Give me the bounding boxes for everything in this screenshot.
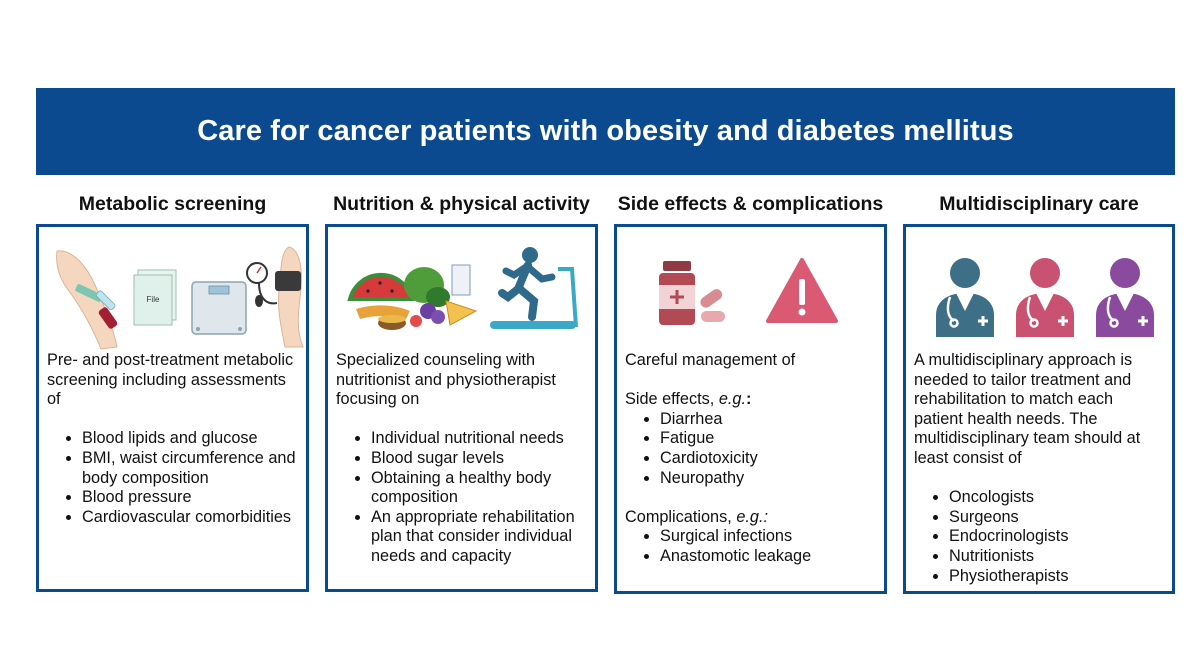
icon-row — [617, 239, 884, 349]
list-item: Nutritionists — [949, 547, 1166, 567]
list-item: Cardiotoxicity — [660, 449, 878, 469]
column-heading: Metabolic screening — [78, 193, 267, 215]
list-item: Obtaining a healthy body composition — [371, 469, 589, 508]
file-icon: File — [133, 269, 177, 326]
warning-icon — [766, 258, 838, 323]
doctor-icon — [936, 258, 994, 337]
column-heading: Nutrition & physical activity — [333, 193, 590, 215]
list-item: Surgeons — [949, 508, 1166, 528]
panel-nutrition-physical-activity: Specialized counseling with nutritionist… — [325, 224, 598, 592]
treadmill-runner-icon — [490, 247, 578, 329]
list-item: Diarrhea — [660, 410, 878, 430]
list-item: Blood lipids and glucose — [82, 429, 300, 449]
complications-list: Surgical infections Anastomotic leakage — [625, 527, 878, 566]
side-effects-label: Side effects, e.g.: — [625, 390, 752, 409]
list-item: Neuropathy — [660, 469, 878, 489]
counseling-list: Individual nutritional needs Blood sugar… — [336, 429, 589, 566]
panel-multidisciplinary-care: A multidisciplinary approach is needed t… — [903, 224, 1175, 594]
medication-bottle-icon — [659, 261, 725, 325]
assessment-list: Blood lipids and glucose BMI, waist circ… — [47, 429, 300, 527]
list-item: An appropriate rehabilitation plan that … — [371, 508, 589, 567]
doctor-icon — [1016, 258, 1074, 337]
column-side-effects-complications: Side effects & complications Careful man… — [614, 188, 887, 594]
intro-text: Careful management of — [625, 351, 796, 369]
list-item: Fatigue — [660, 429, 878, 449]
list-item: Oncologists — [949, 488, 1166, 508]
column-metabolic-screening: Metabolic screening File — [36, 188, 309, 592]
panel-text: Specialized counseling with nutritionist… — [336, 351, 589, 567]
doctor-icon — [1096, 258, 1154, 337]
blood-pressure-cuff-icon — [246, 246, 304, 348]
side-effects-list: Diarrhea Fatigue Cardiotoxicity Neuropat… — [625, 410, 878, 488]
intro-text: Specialized counseling with nutritionist… — [336, 351, 556, 409]
file-label: File — [147, 295, 160, 304]
list-item: Physiotherapists — [949, 567, 1166, 587]
icon-row — [906, 239, 1172, 349]
team-list: Oncologists Surgeons Endocrinologists Nu… — [914, 488, 1166, 586]
list-item: Individual nutritional needs — [371, 429, 589, 449]
column-nutrition-physical-activity: Nutrition & physical activity — [325, 188, 598, 592]
list-item: Cardiovascular comorbidities — [82, 508, 300, 528]
column-heading: Side effects & complications — [617, 193, 884, 215]
scale-icon — [191, 281, 247, 335]
panel-side-effects-complications: Careful management of Side effects, e.g.… — [614, 224, 887, 594]
title-banner: Care for cancer patients with obesity an… — [36, 88, 1175, 175]
list-item: BMI, waist circumference and body compos… — [82, 449, 300, 488]
intro-text: Pre- and post-treatment metabolic screen… — [47, 351, 294, 409]
panel-text: Pre- and post-treatment metabolic screen… — [47, 351, 300, 527]
list-item: Blood sugar levels — [371, 449, 589, 469]
panel-metabolic-screening: File Pre- and post-treatment metabolic s… — [36, 224, 309, 592]
page-title: Care for cancer patients with obesity an… — [197, 115, 1014, 147]
panel-text: A multidisciplinary approach is needed t… — [914, 351, 1166, 586]
food-icon — [347, 264, 478, 330]
icon-row: File — [39, 239, 306, 350]
icon-row — [328, 239, 595, 349]
intro-text: A multidisciplinary approach is needed t… — [914, 351, 1141, 467]
column-multidisciplinary-care: Multidisciplinary care — [903, 188, 1175, 594]
list-item: Anastomotic leakage — [660, 547, 878, 567]
list-item: Endocrinologists — [949, 527, 1166, 547]
panel-text: Careful management of Side effects, e.g.… — [625, 351, 878, 567]
list-item: Surgical infections — [660, 527, 878, 547]
complications-label: Complications, e.g.: — [625, 507, 768, 526]
arm-blood-draw-icon — [56, 250, 118, 350]
list-item: Blood pressure — [82, 488, 300, 508]
column-heading: Multidisciplinary care — [939, 193, 1139, 215]
